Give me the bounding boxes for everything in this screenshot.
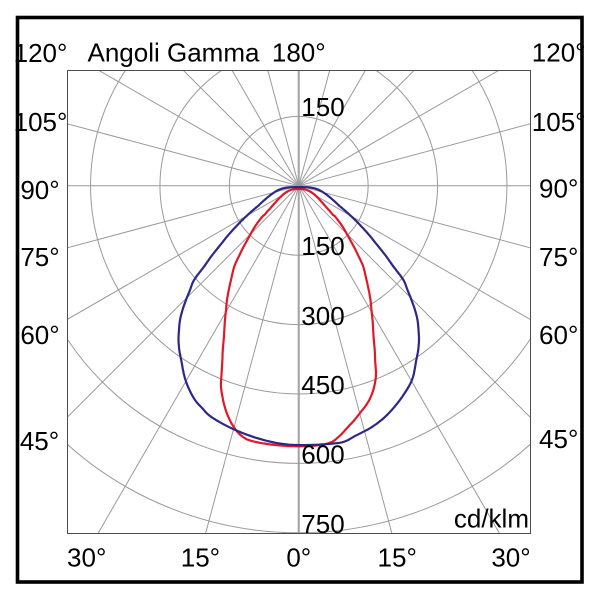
svg-text:120°: 120° xyxy=(532,38,586,68)
svg-text:105°: 105° xyxy=(532,107,586,137)
svg-text:60°: 60° xyxy=(20,320,59,350)
svg-text:60°: 60° xyxy=(539,320,578,350)
svg-text:75°: 75° xyxy=(539,242,578,272)
svg-text:30°: 30° xyxy=(491,543,530,573)
svg-text:150: 150 xyxy=(301,231,344,261)
svg-text:0°: 0° xyxy=(286,543,311,573)
svg-text:30°: 30° xyxy=(67,543,106,573)
svg-text:90°: 90° xyxy=(539,174,578,204)
svg-text:150: 150 xyxy=(301,92,344,122)
svg-text:300: 300 xyxy=(301,301,344,331)
svg-text:105°: 105° xyxy=(14,107,68,137)
svg-text:cd/klm: cd/klm xyxy=(454,504,529,534)
svg-text:15°: 15° xyxy=(181,543,220,573)
svg-text:450: 450 xyxy=(301,370,344,400)
svg-text:90°: 90° xyxy=(20,175,59,205)
svg-text:45°: 45° xyxy=(539,424,578,454)
svg-text:15°: 15° xyxy=(378,543,417,573)
svg-text:Angoli Gamma: Angoli Gamma xyxy=(88,38,260,68)
svg-text:600: 600 xyxy=(301,440,344,470)
svg-text:45°: 45° xyxy=(20,426,59,456)
svg-text:120°: 120° xyxy=(14,38,68,68)
svg-text:180°: 180° xyxy=(272,38,326,68)
svg-text:75°: 75° xyxy=(20,242,59,272)
svg-text:750: 750 xyxy=(301,509,344,539)
